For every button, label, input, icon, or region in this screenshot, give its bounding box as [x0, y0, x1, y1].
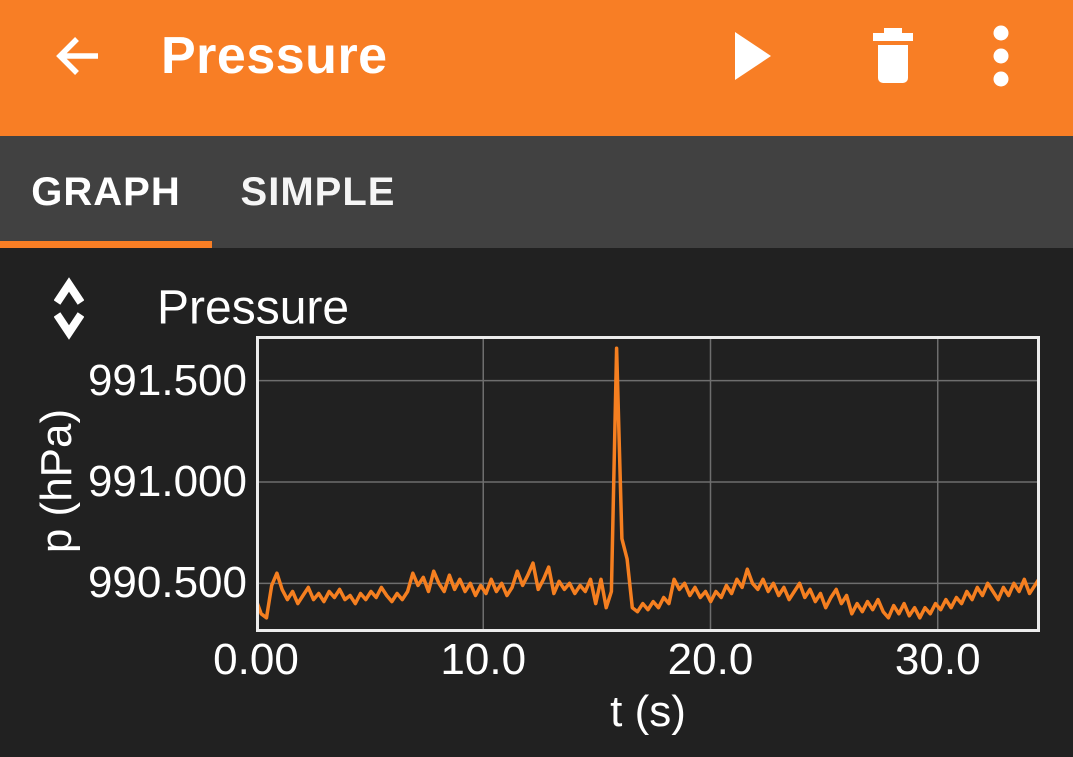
plot-area[interactable] [256, 336, 1040, 632]
back-button[interactable] [53, 26, 101, 86]
play-button[interactable] [729, 26, 777, 86]
expand-graph-button[interactable] [53, 275, 85, 346]
tab-graph-label: GRAPH [31, 169, 181, 214]
app-title: Pressure [161, 27, 388, 85]
pressure-line-series [256, 346, 1040, 620]
x-tick-label: 20.0 [667, 635, 754, 684]
plot-svg [256, 336, 1040, 632]
x-tick-label: 10.0 [440, 635, 527, 684]
overflow-menu-button[interactable] [977, 25, 1025, 87]
unfold-more-icon [53, 277, 85, 340]
y-tick-label: 991.500 [87, 355, 247, 405]
x-tick-label: 30.0 [894, 635, 981, 684]
arrow-left-icon [56, 37, 98, 75]
play-icon [735, 32, 771, 80]
tab-simple[interactable]: SIMPLE [212, 136, 424, 248]
more-vert-icon [993, 25, 1009, 87]
app-bar: Pressure [0, 0, 1073, 136]
graph-card: Pressure p (hPa) t (s) 990.500 991.000 991… [0, 248, 1073, 757]
delete-button[interactable] [869, 26, 917, 86]
tab-bar: GRAPH SIMPLE [0, 136, 1073, 248]
graph-title: Pressure [157, 281, 350, 335]
y-tick-label: 991.000 [87, 456, 247, 506]
y-tick-label: 990.500 [87, 558, 247, 608]
x-tick-label: 0.00 [213, 635, 299, 684]
tab-simple-label: SIMPLE [240, 169, 396, 214]
x-axis-label: t (s) [610, 687, 686, 736]
tab-graph[interactable]: GRAPH [0, 136, 212, 248]
plot-border [256, 336, 1040, 632]
trash-icon [873, 28, 913, 83]
